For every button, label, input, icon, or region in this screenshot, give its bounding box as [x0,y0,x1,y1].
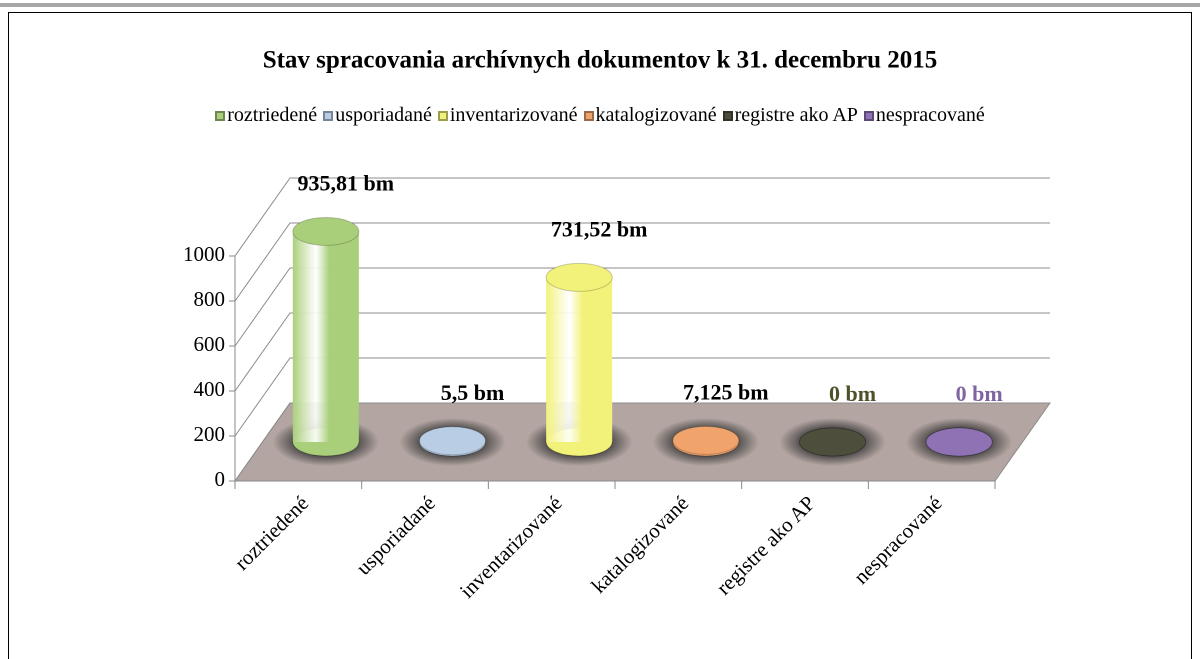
legend-item: inventarizované [437,104,578,127]
legend-item: registre ako AP [722,104,858,127]
cylinder-top [545,262,613,292]
y-tick-label: 800 [194,287,226,311]
legend-swatch [722,110,733,121]
y-tick-label: 1000 [183,242,225,266]
grid-line [234,312,1050,392]
x-tick-label: nespracované [849,491,947,589]
value-label: 0 bm [956,381,1003,406]
cylinder-body [546,277,613,442]
y-tick-label: 200 [194,422,226,446]
legend-swatch [583,110,594,121]
value-label: 5,5 bm [441,380,505,405]
value-label: 7,125 bm [683,379,769,404]
chart-frame [8,12,1192,659]
x-tick-label: usporiadané [351,491,440,580]
value-label: 731,52 bm [551,216,648,241]
cylinder-top [925,427,993,457]
legend-item: roztriedené [215,104,317,127]
legend-item: usporiadané [323,104,432,127]
legend-swatch [863,110,874,121]
legend-swatch [437,110,448,121]
grid-line [234,402,1050,482]
legend-item: nespracované [863,104,985,127]
value-label: 0 bm [829,381,876,406]
top-rule [0,3,1200,7]
cylinder-top [672,425,740,455]
grid-line [234,357,1050,437]
legend-label: inventarizované [449,104,578,126]
value-label: 935,81 bm [298,170,395,195]
x-tick-label: registre ako AP [711,491,820,600]
legend: roztriedené usporiadané inventarizované kat… [0,104,1200,127]
grid-line [234,222,1050,302]
legend-swatch [215,110,226,121]
y-tick-label: 600 [194,332,226,356]
y-tick-label: 0 [215,467,226,491]
legend-label: usporiadané [335,104,432,126]
cylinder-top [799,427,866,457]
cylinder-top [419,426,486,456]
y-tick-label: 400 [194,377,226,401]
grid-line [234,267,1050,347]
chart-title: Stav spracovania archívnych dokumentov k… [263,47,938,74]
cylinder-body [292,231,359,442]
legend-label: roztriedené [227,104,318,126]
x-tick-label: inventarizované [455,491,567,603]
grid-line [234,177,1050,257]
legend-label: registre ako AP [734,104,858,126]
legend-item: katalogizované [583,104,717,127]
legend-label: katalogizované [595,104,717,126]
x-tick-label: katalogizované [586,491,693,598]
x-tick-label: roztriedené [230,491,314,575]
legend-label: nespracované [875,104,985,126]
legend-swatch [323,110,334,121]
cylinder-top [292,216,360,246]
